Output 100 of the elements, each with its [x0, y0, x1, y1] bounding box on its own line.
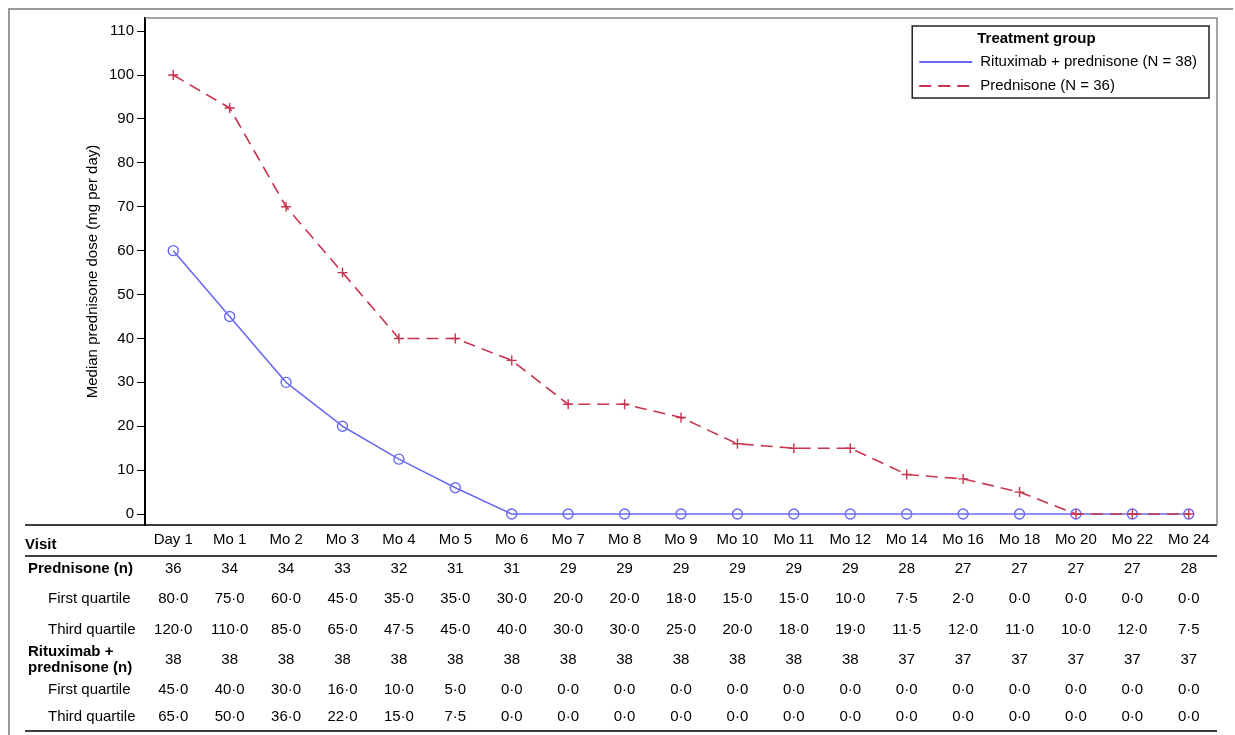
point [280, 201, 292, 213]
text: 0·0 [1065, 589, 1087, 607]
x-tick-label: Mo 6 [495, 530, 529, 548]
legend-label: Rituximab + prednisone (N = 38) [980, 52, 1198, 70]
text: 60·0 [271, 589, 302, 607]
text: 37 [1180, 650, 1198, 668]
point [167, 244, 179, 257]
text: 10·0 [1060, 620, 1091, 638]
text: 0·0 [952, 680, 974, 698]
text: 29 [616, 559, 633, 577]
x-tick-label: Mo 22 [1111, 530, 1154, 548]
text: 0·0 [1121, 707, 1144, 725]
text: 27 [1011, 559, 1028, 577]
text: 7·5 [895, 589, 918, 607]
text: 38 [672, 650, 690, 668]
text: 27 [1067, 559, 1085, 577]
x-tick-label: Mo 20 [1055, 530, 1097, 548]
text: 12·0 [1117, 620, 1148, 638]
text: 16·0 [327, 680, 358, 698]
text: 0·0 [726, 707, 749, 725]
text: 15·0 [778, 589, 809, 607]
text: 38 [390, 650, 408, 668]
text: 75·0 [214, 589, 245, 607]
y-tick-label: 10 [117, 460, 135, 478]
text: 38 [503, 650, 521, 668]
y-tick-label: 40 [117, 328, 135, 346]
text: 0·0 [952, 707, 974, 725]
point [788, 508, 800, 520]
text: 18·0 [666, 589, 697, 607]
point [618, 508, 631, 520]
text: 0·0 [1177, 680, 1200, 698]
y-tick-label: 20 [117, 416, 135, 434]
text: 30·0 [553, 620, 584, 638]
point [223, 310, 236, 323]
text: 35·0 [440, 589, 471, 607]
text: 38 [785, 650, 803, 668]
point [506, 354, 518, 367]
point [449, 481, 462, 494]
text: 40·0 [214, 680, 245, 698]
point [844, 442, 856, 454]
text: 65·0 [158, 707, 189, 725]
text: 20·0 [609, 589, 640, 607]
text: 0·0 [1121, 589, 1144, 607]
x-tick-label: Mo 9 [664, 530, 698, 548]
x-tick-label: Mo 16 [942, 530, 984, 548]
text: 0·0 [783, 707, 805, 725]
point [336, 420, 349, 432]
text: 30·0 [496, 589, 527, 607]
y-tick-label: 0 [125, 504, 135, 522]
text: 0·0 [1177, 589, 1200, 607]
text: 45·0 [158, 680, 189, 698]
point [167, 69, 179, 81]
x-tick-label: Mo 12 [829, 530, 872, 548]
point [562, 398, 574, 410]
text: 29 [559, 559, 577, 577]
text: Prednisone (n) [28, 559, 134, 577]
text: 20·0 [722, 620, 753, 638]
text: 38 [841, 650, 859, 668]
text: 15·0 [383, 707, 414, 725]
text: 40·0 [496, 620, 527, 638]
text: 30·0 [271, 680, 302, 698]
text: 29 [729, 559, 746, 577]
point [393, 332, 405, 345]
point [900, 508, 913, 520]
x-tick-label: Mo 2 [269, 530, 303, 548]
text: 27 [954, 559, 972, 577]
legend-label: Prednisone (N = 36) [980, 76, 1115, 94]
text: 31 [503, 559, 521, 577]
text: 36·0 [271, 707, 302, 725]
point [675, 411, 687, 424]
x-tick-label: Mo 18 [998, 530, 1041, 548]
text: 45·0 [440, 620, 471, 638]
text: 38 [221, 650, 238, 668]
legend-title: Treatment group [977, 29, 1096, 47]
text: 0·0 [1008, 680, 1031, 698]
text: 0·0 [613, 707, 636, 725]
point [223, 102, 236, 114]
y-tick-label: 50 [117, 284, 135, 302]
x-tick-label: Mo 14 [885, 530, 928, 548]
text: 0·0 [726, 680, 749, 698]
point [449, 332, 462, 345]
text: 11·5 [892, 620, 922, 638]
text: 27 [1124, 559, 1141, 577]
point [618, 398, 631, 410]
text: 0·0 [557, 680, 580, 698]
x-tick-label: Mo 24 [1167, 530, 1210, 548]
text: 37 [954, 650, 972, 668]
text: 19·0 [835, 620, 866, 638]
text: 32 [390, 559, 408, 577]
text: 15·0 [722, 589, 753, 607]
text: 37 [1124, 650, 1141, 668]
text: 29 [785, 559, 803, 577]
text: 0·0 [1065, 680, 1087, 698]
text: Third quartile [48, 707, 136, 725]
x-tick-label: Mo 1 [212, 530, 247, 548]
text: 0·0 [895, 707, 918, 725]
text: 7·5 [1177, 620, 1200, 638]
text: Visit [25, 535, 57, 553]
text: 85·0 [271, 620, 302, 638]
text: 10·0 [383, 680, 414, 698]
